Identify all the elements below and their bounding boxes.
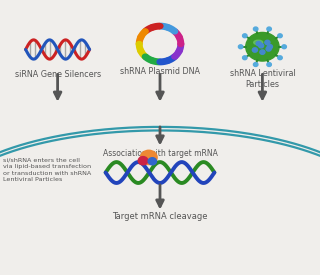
Circle shape — [259, 43, 264, 48]
Text: si/shRNA enters the cell
via lipid-based transfection
or transduction with shRNA: si/shRNA enters the cell via lipid-based… — [3, 157, 92, 182]
Circle shape — [157, 59, 163, 64]
Circle shape — [149, 25, 155, 30]
Circle shape — [243, 56, 247, 60]
Circle shape — [149, 58, 155, 63]
Circle shape — [176, 48, 182, 53]
Circle shape — [267, 63, 271, 67]
Circle shape — [253, 63, 258, 67]
Circle shape — [238, 45, 243, 49]
Circle shape — [172, 29, 178, 34]
Circle shape — [172, 54, 178, 59]
Circle shape — [256, 41, 261, 46]
Ellipse shape — [254, 40, 263, 45]
Circle shape — [140, 150, 157, 164]
Circle shape — [148, 158, 156, 165]
Circle shape — [253, 27, 258, 31]
Circle shape — [243, 34, 247, 38]
Circle shape — [267, 45, 272, 49]
Circle shape — [278, 56, 282, 60]
Circle shape — [282, 45, 286, 49]
Circle shape — [142, 54, 148, 59]
Circle shape — [267, 27, 271, 31]
Circle shape — [165, 58, 171, 63]
Circle shape — [265, 40, 270, 45]
Circle shape — [138, 35, 144, 40]
Circle shape — [142, 29, 148, 34]
Circle shape — [260, 50, 265, 54]
Circle shape — [157, 24, 163, 29]
Text: Association with target mRNA: Association with target mRNA — [103, 149, 217, 158]
Circle shape — [178, 42, 184, 46]
Circle shape — [138, 156, 148, 165]
Circle shape — [252, 48, 258, 52]
Text: shRNA Plasmid DNA: shRNA Plasmid DNA — [120, 67, 200, 76]
Text: siRNA Gene Silencers: siRNA Gene Silencers — [14, 70, 101, 79]
Circle shape — [165, 25, 171, 30]
Circle shape — [136, 42, 142, 46]
Circle shape — [278, 34, 282, 38]
Text: Target mRNA cleavage: Target mRNA cleavage — [112, 212, 208, 221]
Text: shRNA Lentiviral
Particles: shRNA Lentiviral Particles — [229, 69, 295, 89]
Circle shape — [266, 47, 271, 51]
Circle shape — [138, 48, 144, 53]
Circle shape — [246, 32, 279, 61]
Circle shape — [176, 35, 182, 40]
